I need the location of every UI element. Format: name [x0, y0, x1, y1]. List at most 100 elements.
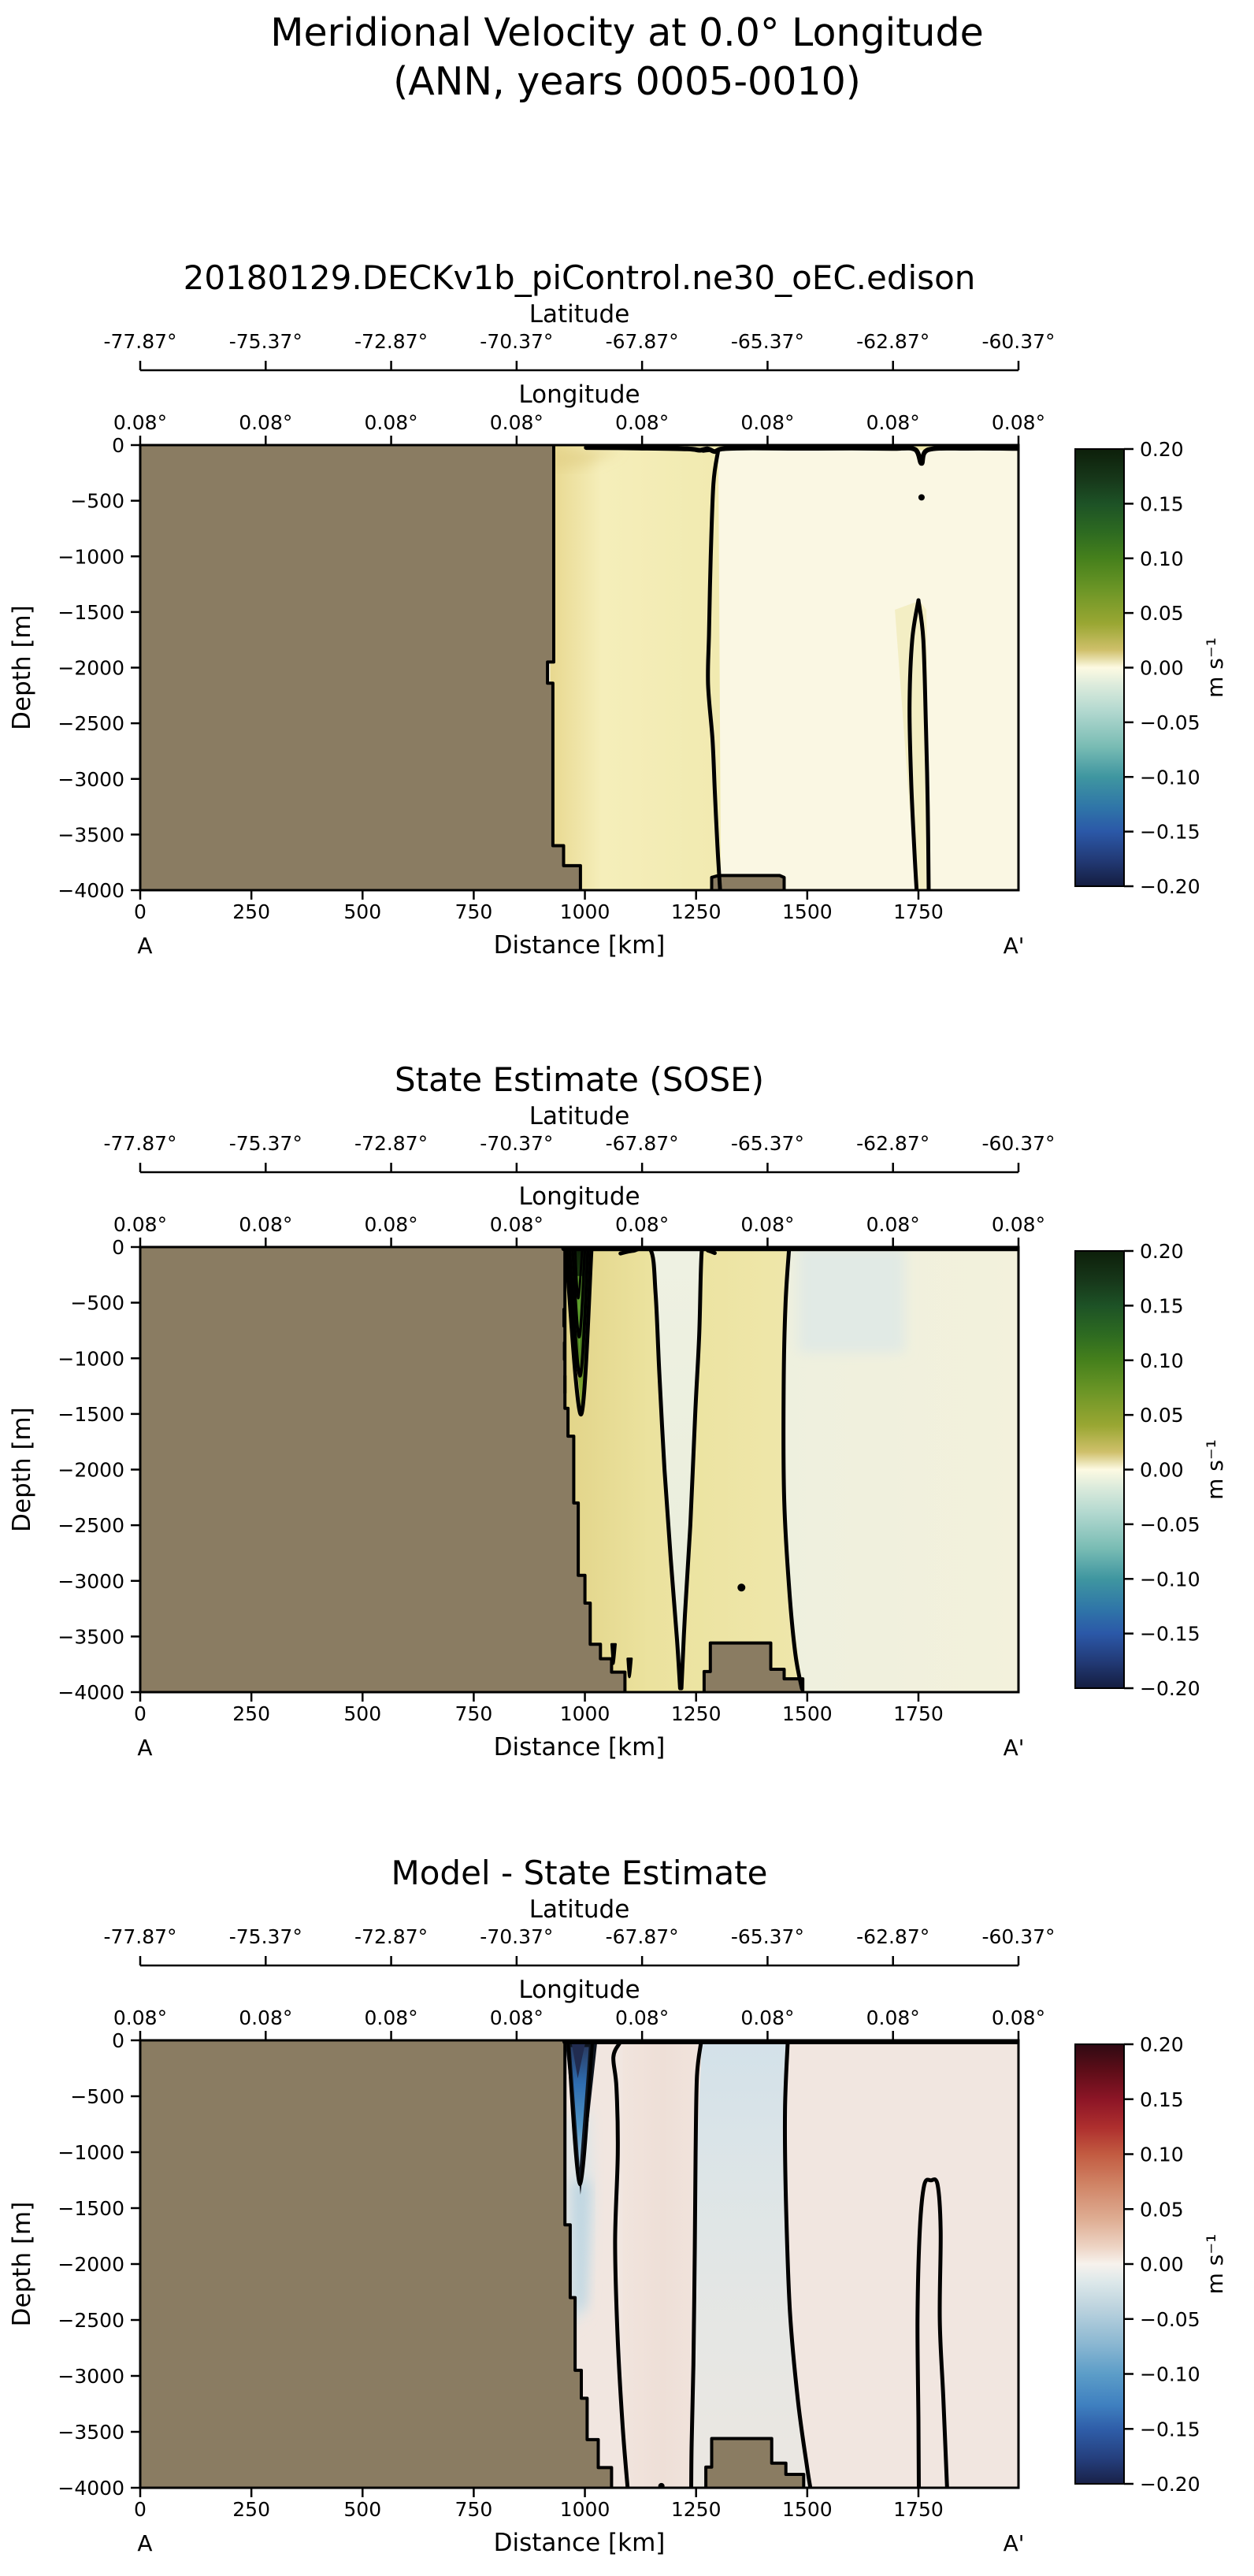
latitude-axis-title: Latitude — [529, 1895, 630, 1924]
depth-tick-label: −500 — [70, 1292, 124, 1315]
colorbar-tick-label: 0.20 — [1140, 2033, 1184, 2056]
seamount-0 — [706, 2438, 804, 2488]
latitude-axis-title: Latitude — [529, 300, 630, 328]
plot-area — [140, 1247, 1018, 1692]
depth-tick-label: 0 — [112, 434, 124, 457]
panel-title: Model - State Estimate — [391, 1854, 768, 1892]
depth-tick-label: −1500 — [58, 601, 124, 624]
latitude-tick-label: -70.37° — [480, 1925, 553, 1948]
latitude-tick-label: -75.37° — [229, 330, 302, 353]
field-blue-tinge — [798, 1247, 906, 1353]
depth-tick-label: −3000 — [58, 768, 124, 791]
longitude-axis-title: Longitude — [518, 1182, 640, 1211]
field-valley — [651, 1250, 702, 1688]
distance-tick-label: 1250 — [671, 900, 722, 923]
contour-small-dot — [918, 494, 925, 501]
contour-jet-contour-1 — [563, 1247, 594, 1417]
colorbar-tick-label: 0.20 — [1140, 438, 1184, 461]
plot-area — [140, 445, 1018, 890]
distance-tick-label: 1750 — [893, 2498, 944, 2521]
contour-main-zero-contour — [706, 450, 722, 890]
distance-tick-label: 250 — [232, 1702, 270, 1725]
distance-tick-label: 1250 — [671, 1702, 722, 1725]
distance-tick-label: 500 — [343, 2498, 381, 2521]
seamount-0-edge-contour — [702, 1641, 805, 1692]
depth-tick-label: −4000 — [58, 879, 124, 902]
distance-tick-label: 1500 — [782, 1702, 833, 1725]
contour-right-loop-contour — [915, 2177, 950, 2488]
colorbar-tick-label: 0.10 — [1140, 547, 1184, 570]
longitude-tick-label: 0.08° — [615, 2006, 669, 2029]
colorbar-tick-label: 0.15 — [1140, 492, 1184, 515]
longitude-tick-label: 0.08° — [992, 2006, 1045, 2029]
contour-small-dot — [658, 2482, 665, 2488]
colorbar-tick-label: 0.10 — [1140, 2144, 1184, 2166]
depth-tick-label: −2000 — [58, 657, 124, 680]
distance-tick-label: 0 — [134, 900, 147, 923]
colorbar-tick-label: −0.15 — [1140, 2418, 1200, 2441]
depth-tick-label: −3500 — [58, 1625, 124, 1648]
depth-tick-label: 0 — [112, 2029, 124, 2052]
contour-bottom-spike-2 — [626, 1657, 633, 1679]
depth-tick-label: −3000 — [58, 2365, 124, 2388]
colorbar-tick-label: 0.00 — [1140, 657, 1184, 680]
transect-end-label: A' — [1004, 1735, 1025, 1761]
depth-tick-label: 0 — [112, 1236, 124, 1259]
contour-jet-contour-3 — [570, 1247, 587, 1339]
contour-deep-loop-left — [907, 598, 921, 890]
longitude-tick-label: 0.08° — [992, 411, 1045, 434]
field-negative-blue-band — [692, 2043, 811, 2488]
distance-tick-label: 1250 — [671, 2498, 722, 2521]
colorbar-tick-label: 0.00 — [1140, 2253, 1184, 2276]
distance-tick-label: 1750 — [893, 900, 944, 923]
contour-small-dot — [737, 1583, 746, 1592]
latitude-tick-label: -62.87° — [856, 1925, 929, 1948]
latitude-tick-label: -62.87° — [856, 1132, 929, 1155]
depth-tick-label: −4000 — [58, 1681, 124, 1704]
depth-axis-title: Depth [m] — [8, 605, 36, 730]
longitude-tick-label: 0.08° — [740, 1213, 794, 1236]
depth-tick-label: −2500 — [58, 1514, 124, 1537]
distance-tick-label: 750 — [455, 1702, 493, 1725]
distance-tick-label: 1750 — [893, 1702, 944, 1725]
panel-title: State Estimate (SOSE) — [395, 1060, 764, 1099]
latitude-tick-label: -70.37° — [480, 1132, 553, 1155]
field-shelf-corner-shade — [552, 449, 621, 469]
latitude-tick-label: -77.87° — [103, 1132, 176, 1155]
distance-tick-label: 750 — [455, 2498, 493, 2521]
panel-title: 20180129.DECKv1b_piControl.ne30_oEC.edis… — [184, 258, 976, 297]
transect-start-label: A — [137, 933, 152, 959]
land-mask — [140, 1247, 625, 1692]
distance-tick-label: 1500 — [782, 2498, 833, 2521]
transect-start-label: A — [137, 1735, 152, 1761]
contour-jet-contour-4 — [573, 1247, 584, 1300]
longitude-tick-label: 0.08° — [364, 411, 417, 434]
contour-deep-loop-right — [916, 598, 931, 890]
contour-valley-right-contour — [679, 1247, 717, 1691]
depth-tick-label: −1500 — [58, 2197, 124, 2220]
contour-jet-contour-2 — [567, 1247, 590, 1378]
contour-zero-contour-b — [689, 2040, 703, 2488]
longitude-tick-label: 0.08° — [239, 411, 292, 434]
longitude-tick-label: 0.08° — [740, 2006, 794, 2029]
distance-tick-label: 500 — [343, 900, 381, 923]
longitude-tick-label: 0.08° — [113, 1213, 167, 1236]
longitude-tick-label: 0.08° — [992, 1213, 1045, 1236]
longitude-tick-label: 0.08° — [239, 1213, 292, 1236]
land-mask-edge-contour — [546, 445, 582, 890]
colorbar-tick-label: −0.05 — [1140, 2308, 1200, 2331]
distance-tick-label: 1000 — [560, 1702, 610, 1725]
latitude-tick-label: -67.87° — [606, 1925, 679, 1948]
distance-tick-label: 1000 — [560, 900, 610, 923]
longitude-tick-label: 0.08° — [740, 411, 794, 434]
colorbar-balance — [1074, 2043, 1125, 2485]
longitude-axis-title: Longitude — [518, 380, 640, 409]
colorbar-tick-label: −0.05 — [1140, 1513, 1200, 1536]
colorbar-tick-label: −0.10 — [1140, 766, 1200, 789]
colorbar-tick-label: 0.05 — [1140, 602, 1184, 625]
colorbar-tick-label: 0.05 — [1140, 2198, 1184, 2221]
latitude-tick-label: -60.37° — [981, 1132, 1055, 1155]
latitude-tick-label: -65.37° — [731, 1925, 804, 1948]
contour-jet-contour — [566, 2040, 595, 2187]
